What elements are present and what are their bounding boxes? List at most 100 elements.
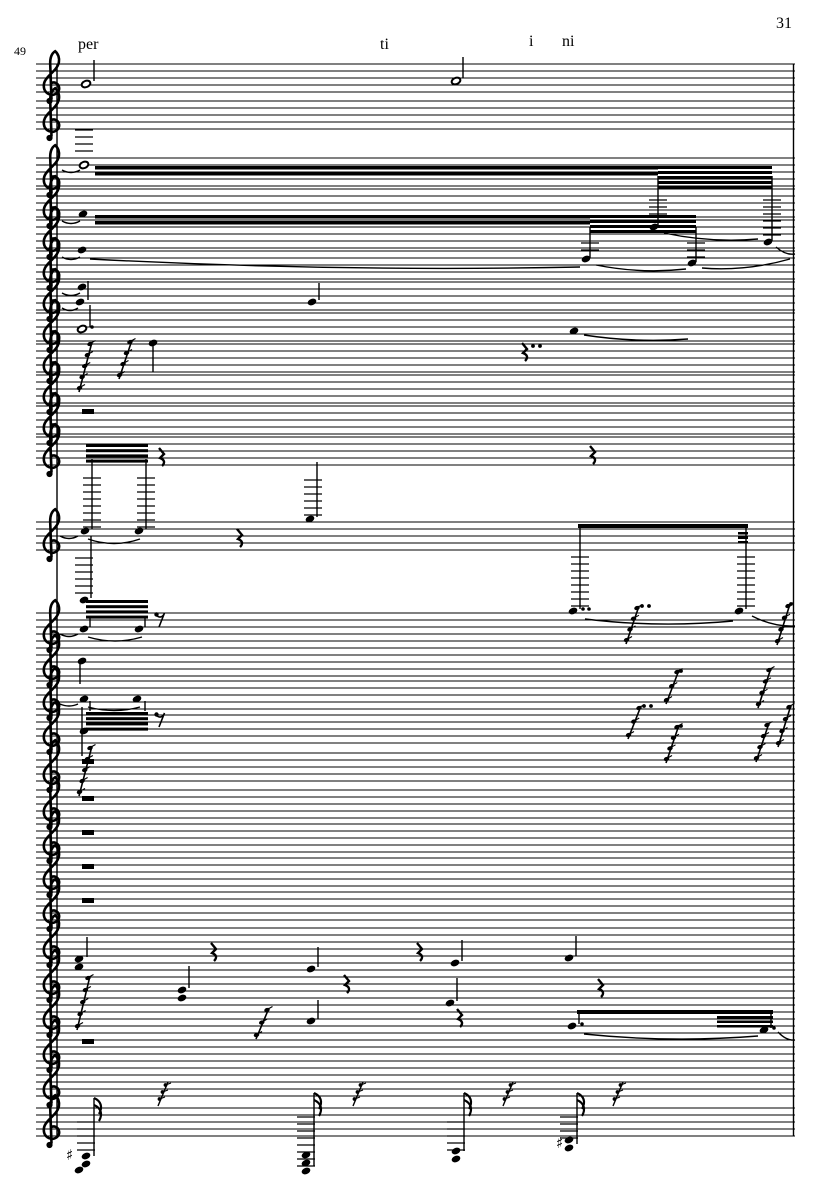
tremolo-flag — [87, 986, 92, 989]
slash-rest-flag — [615, 1096, 621, 1100]
note-flag — [313, 1098, 323, 1117]
half-notehead — [76, 324, 88, 334]
quarter-rest — [596, 978, 605, 998]
notehead — [759, 1026, 769, 1034]
tremolo-notehead — [625, 732, 632, 738]
notehead — [77, 657, 87, 665]
tremolo-flag — [81, 384, 86, 387]
tremolo-flag — [782, 625, 787, 629]
whole-rest — [82, 409, 94, 414]
notehead — [79, 596, 89, 604]
tremolo-flag — [89, 974, 94, 977]
tremolo-flag — [258, 1031, 263, 1034]
beam — [95, 166, 658, 170]
augmentation-dot — [587, 607, 591, 611]
notehead — [649, 223, 659, 231]
tie — [59, 535, 79, 540]
notehead — [74, 963, 84, 971]
tremolo-flag — [84, 998, 89, 1001]
tremolo-flag — [770, 666, 775, 669]
tremolo-notehead — [80, 999, 86, 1005]
notehead — [79, 625, 89, 633]
tremolo-notehead — [627, 627, 633, 632]
augmentation-dot — [789, 602, 793, 606]
tremolo-notehead — [79, 778, 85, 784]
beam — [658, 176, 772, 179]
slash-rest-flag — [358, 1089, 364, 1093]
tremolo-notehead — [663, 697, 670, 703]
tremolo-notehead — [775, 740, 782, 746]
tremolo-notehead — [778, 627, 784, 632]
tie — [777, 1031, 796, 1041]
tie — [595, 264, 687, 272]
note-flag — [576, 1098, 586, 1117]
beam — [86, 610, 148, 614]
tie — [61, 169, 81, 174]
tremolo-slash — [776, 603, 791, 646]
slash-rest-dot — [505, 1090, 510, 1094]
augmentation-dot — [647, 604, 651, 608]
tremolo-notehead — [786, 704, 792, 710]
tremolo-slash — [777, 704, 792, 748]
tremolo-notehead — [76, 385, 83, 391]
tremolo-notehead — [759, 690, 765, 695]
tremolo-flag — [79, 1022, 84, 1025]
notehead — [134, 527, 144, 535]
notehead — [306, 965, 316, 973]
notehead — [451, 1147, 461, 1155]
tremolo-notehead — [630, 616, 637, 621]
tie — [59, 633, 79, 638]
tremolo-notehead — [116, 372, 123, 378]
slash-rest-dot — [615, 1090, 620, 1094]
quarter-rest — [235, 528, 244, 548]
tremolo-notehead — [259, 1020, 265, 1025]
notehead — [177, 994, 187, 1002]
tremolo-notehead — [87, 745, 93, 751]
quarter-rest — [209, 942, 218, 962]
tremolo-flag — [83, 373, 88, 376]
tremolo-flag — [635, 614, 640, 618]
tremolo-slash — [755, 722, 770, 763]
slash-rest-flag — [511, 1082, 517, 1086]
tie — [87, 538, 141, 545]
page-number: 31 — [776, 15, 792, 32]
beam — [658, 186, 772, 189]
tremolo-flag — [779, 637, 784, 640]
notehead — [301, 1167, 311, 1175]
slash-rest-dot — [160, 1090, 165, 1094]
notehead — [445, 999, 455, 1007]
tremolo-flag — [767, 677, 772, 681]
slash-rest-dot — [612, 1097, 617, 1101]
beam — [86, 444, 148, 447]
half-notehead — [78, 160, 90, 170]
notehead — [581, 255, 591, 263]
tremolo-notehead — [87, 341, 93, 347]
tremolo-flag — [786, 613, 791, 617]
notehead — [301, 1151, 311, 1159]
augmentation-dot — [640, 604, 644, 608]
notehead — [78, 210, 88, 218]
tie — [87, 706, 141, 712]
tremolo-flag — [89, 351, 94, 354]
tremolo-notehead — [760, 733, 767, 739]
notehead — [564, 1136, 574, 1144]
beam — [95, 215, 590, 219]
tremolo-flag — [765, 732, 770, 735]
slash-rest-flag — [618, 1089, 624, 1093]
notehead — [177, 986, 187, 994]
tremolo-notehead — [755, 701, 762, 707]
quarter-rest — [157, 447, 166, 467]
tremolo-flag — [81, 1010, 86, 1013]
tremolo-notehead — [264, 1007, 270, 1013]
notehead — [132, 695, 142, 703]
beam — [95, 221, 590, 225]
notehead — [74, 955, 84, 963]
tremolo-notehead — [127, 339, 133, 345]
quarter-rest — [455, 1008, 464, 1028]
beam — [95, 172, 658, 176]
tremolo-notehead — [674, 669, 680, 675]
tremolo-notehead — [766, 667, 772, 673]
tremolo-flag — [780, 739, 785, 742]
beam — [86, 712, 148, 715]
